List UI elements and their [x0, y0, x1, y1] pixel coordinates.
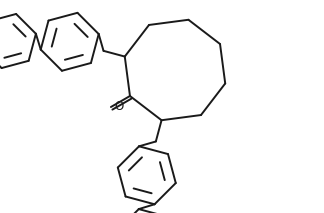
Text: O: O: [114, 101, 123, 114]
